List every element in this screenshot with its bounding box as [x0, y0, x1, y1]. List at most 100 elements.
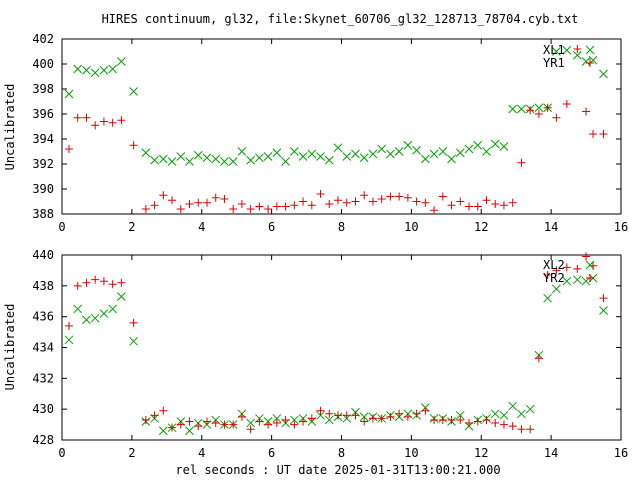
xl1-data-point: [482, 147, 491, 156]
yr1-data-point: [430, 206, 439, 215]
xl2-data-point: [552, 284, 561, 294]
xl1-data-point: [220, 157, 229, 166]
xl1-data-point: [359, 153, 369, 163]
yr1-data-point: [299, 197, 308, 206]
x-tick-label: 16: [614, 446, 628, 460]
xl1-data-point: [403, 140, 413, 150]
xl1-data-point: [237, 147, 247, 156]
yr2-data-point: [456, 415, 465, 424]
yr1-data-point: [229, 205, 238, 213]
yr1-data-point: [368, 197, 377, 206]
yr2-data-point: [573, 264, 582, 273]
yr2-data-point: [117, 278, 126, 287]
yr1-data-point: [325, 200, 334, 208]
x-tick-label: 14: [544, 446, 558, 460]
legend-xl1-marker: [585, 45, 595, 55]
yr1-data-point: [220, 195, 229, 203]
top-plot-frame: [61, 38, 622, 215]
y-tick-label: 394: [32, 132, 54, 146]
top-panel: Uncalibrated 0 2 4 6 8 10 12 14 16 388 390 392 394 39…: [3, 32, 628, 234]
legend-yr1-label: YR1: [543, 56, 565, 70]
yr2-data-point: [73, 281, 82, 290]
x-tick-label: 0: [58, 446, 65, 460]
xl1-data-point: [420, 154, 430, 164]
yr2-data-point: [543, 271, 552, 280]
yr1-data-point: [508, 198, 517, 207]
yr2-data-point: [421, 406, 430, 415]
yr2-data-point: [82, 278, 91, 287]
yr1-data-point: [573, 45, 582, 53]
yr1-data-point: [482, 196, 491, 205]
y-tick-label: 432: [32, 371, 54, 385]
yr2-data-point: [386, 412, 395, 421]
xl1-data-point: [64, 89, 74, 99]
xl2-data-point: [499, 410, 509, 420]
yr2-data-point: [508, 422, 517, 431]
xl1-data-point: [185, 157, 194, 166]
legend-yr2-marker: [586, 274, 594, 282]
xl1-data-point: [167, 157, 177, 166]
xl1-data-point: [394, 147, 404, 156]
legend-yr1-marker: [586, 59, 594, 67]
bottom-legend: XL2 YR2: [543, 258, 595, 285]
xl1-data-point: [333, 143, 343, 153]
yr2-data-point: [599, 294, 608, 303]
xl1-data-point: [490, 139, 500, 149]
yr1-data-point: [342, 198, 351, 207]
xl2-data-point: [129, 336, 138, 346]
xl1-data-point: [150, 155, 159, 165]
yr1-data-point: [129, 141, 138, 150]
x-tick-label: 8: [338, 446, 345, 460]
yr2-data-point: [377, 414, 386, 423]
yr2-data-point: [129, 318, 138, 327]
yr2-data-point: [299, 417, 308, 426]
yr2-data-point: [220, 420, 229, 429]
yr2-data-point: [168, 423, 177, 432]
xl2-data-point: [246, 418, 256, 428]
x-tick-label: 8: [338, 220, 345, 234]
yr1-data-point: [99, 117, 108, 126]
y-tick-label: 438: [32, 279, 54, 293]
xl2-data-point: [490, 409, 500, 419]
yr1-data-point: [447, 201, 456, 210]
xl1-data-point: [272, 148, 282, 158]
y-tick-label: 434: [32, 341, 54, 355]
xl1-data-point: [599, 69, 608, 79]
yr1-data-point: [73, 113, 82, 122]
x-tick-label: 10: [404, 446, 418, 460]
yr1-data-point: [465, 202, 474, 211]
bottom-axis-ticks: 0 2 4 6 8 10 12 14 16 428 430 432 434 436 438 440: [32, 248, 628, 460]
yr2-data-point: [552, 266, 561, 275]
xl1-data-point: [562, 45, 572, 55]
yr2-data-point: [526, 425, 535, 434]
bottom-panel: Uncalibrated 0 2 4 6 8 10 12 14 16 428 430 432 434 43…: [3, 248, 628, 460]
xl2-data-point: [185, 426, 194, 436]
xl1-data-point: [438, 147, 448, 156]
yr1-data-point: [534, 110, 543, 118]
yr2-data-point: [150, 411, 159, 420]
xl1-data-point: [508, 104, 518, 114]
xl1-data-point: [581, 57, 591, 66]
legend-yr2-label: YR2: [543, 271, 565, 285]
xl1-data-point: [342, 152, 352, 161]
yr1-data-point: [159, 191, 168, 200]
yr1-data-point: [526, 106, 535, 115]
yr1-data-point: [562, 100, 571, 108]
yr2-data-point: [281, 415, 290, 424]
xl1-data-point: [176, 152, 186, 161]
bottom-plot-frame: [61, 254, 622, 441]
yr1-data-point: [168, 196, 177, 205]
yr2-data-point: [473, 417, 482, 426]
xl2-data-point: [316, 410, 325, 420]
yr2-data-point: [447, 415, 456, 424]
x-tick-label: 16: [614, 220, 628, 234]
yr1-data-point: [360, 191, 369, 200]
yr1-data-point: [82, 113, 91, 122]
xl2-data-point: [99, 309, 109, 318]
y-tick-label: 402: [32, 32, 54, 46]
xl1-data-point: [82, 65, 91, 75]
yr2-data-point: [403, 412, 412, 421]
yr1-data-point: [281, 202, 290, 211]
xl1-data-point: [281, 157, 290, 166]
